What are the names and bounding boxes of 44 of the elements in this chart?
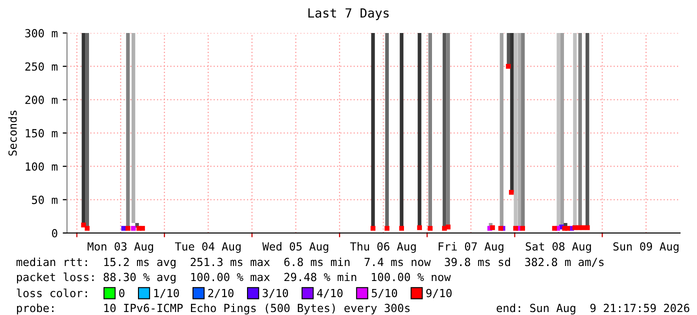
point (565, 226, 570, 231)
legend-label: 0 (119, 288, 124, 298)
legend-label: 9/10 (426, 288, 452, 298)
legend-label: 5/10 (372, 288, 398, 298)
text: probe: 10 IPv6-ICMP Echo Pings (500 Bytes) every 300s (17, 304, 410, 314)
text: packet loss: 88.30 % avg 100.00 % max 29.48 % min 100.00 % now (17, 272, 451, 284)
legend-label: 2/10 (208, 288, 234, 298)
point (490, 225, 495, 230)
text: end: Sun Aug 9 21:17:59 2026 (496, 304, 690, 314)
point (140, 226, 145, 231)
y-tick-label: 50 m (32, 196, 58, 204)
point (552, 226, 557, 231)
legend-label: 4/10 (317, 288, 343, 298)
y-axis-title: Seconds (8, 110, 17, 156)
x-tick-label: Wed 05 Aug (262, 242, 328, 253)
y-tick-label: 300 m (25, 29, 58, 38)
point (370, 226, 376, 231)
x-tick-label: Mon 03 Aug (88, 242, 154, 253)
point (126, 226, 130, 231)
y-tick-label: 100 m (26, 162, 58, 171)
point (446, 224, 451, 230)
point (131, 226, 136, 231)
legend-label: 1/10 (154, 288, 179, 298)
x-tick-label: Tue 04 Aug (175, 242, 241, 253)
y-tick-label: 250 m (25, 62, 58, 71)
x-tick-label: Sat 08 Aug (526, 242, 591, 253)
chart-title: Last 7 Days (308, 8, 389, 20)
x-tick-label: Fri 07 Aug (438, 242, 504, 253)
legend-title: loss color: (16, 288, 87, 298)
point (508, 190, 514, 195)
point (399, 226, 404, 231)
y-tick-label: 200 m (25, 96, 58, 104)
y-tick-label: 150 m (26, 129, 58, 138)
point (513, 226, 518, 231)
point (584, 225, 590, 230)
x-tick-label: Thu 06 Aug (350, 242, 416, 253)
x-tick-label: Sun 09 Aug (613, 242, 678, 253)
legend-label: 3/10 (262, 288, 288, 298)
point (81, 222, 86, 228)
point (384, 226, 390, 231)
point (417, 225, 422, 230)
text: median rtt: 15.2 ms avg 251.3 ms max 6.8 ms min 7.4 ms now 39.8 ms sd 382.8 m am/s (16, 258, 604, 268)
point (520, 226, 526, 231)
y-tick-label: 0 (52, 229, 58, 238)
